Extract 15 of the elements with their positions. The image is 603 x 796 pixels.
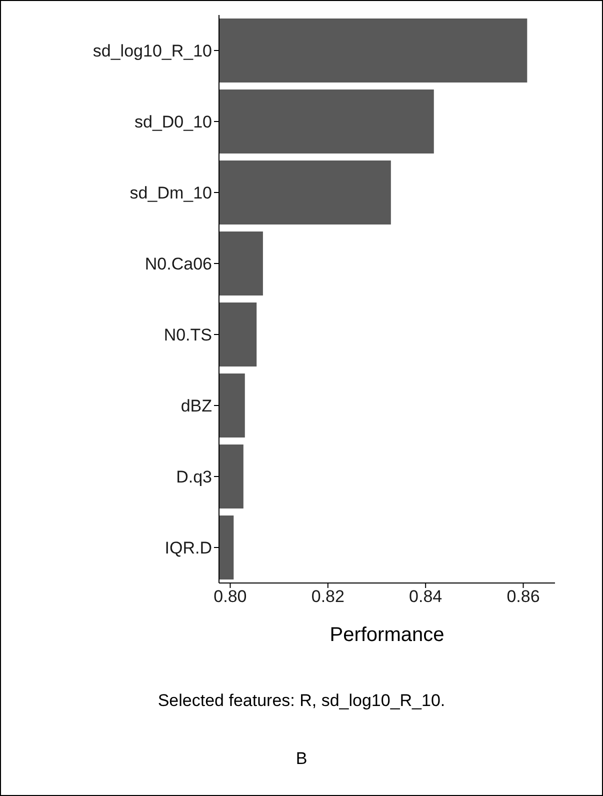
text: Selected features: R, sd_log10_R_10. [156,691,446,711]
y-tick-label: sd_D0_10 [134,112,212,132]
y-tick-label: sd_log10_R_10 [92,42,212,61]
x-tick-label: 0.82 [311,587,344,606]
y-tick-label: D.q3 [176,468,212,487]
x-tick-label: 0.86 [506,587,540,606]
y-tick-label: IQR.D [164,538,212,558]
x-axis-title: Performance [330,624,444,646]
x-tick-label: 0.80 [214,587,247,606]
y-tick-label: dBZ [180,396,212,416]
y-tick-label: sd_Dm_10 [130,184,212,203]
text: B [294,749,308,769]
x-tick-label: 0.84 [409,587,442,606]
y-tick-label: N0.Ca06 [144,254,212,274]
y-tick-label: N0.TS [164,326,212,345]
